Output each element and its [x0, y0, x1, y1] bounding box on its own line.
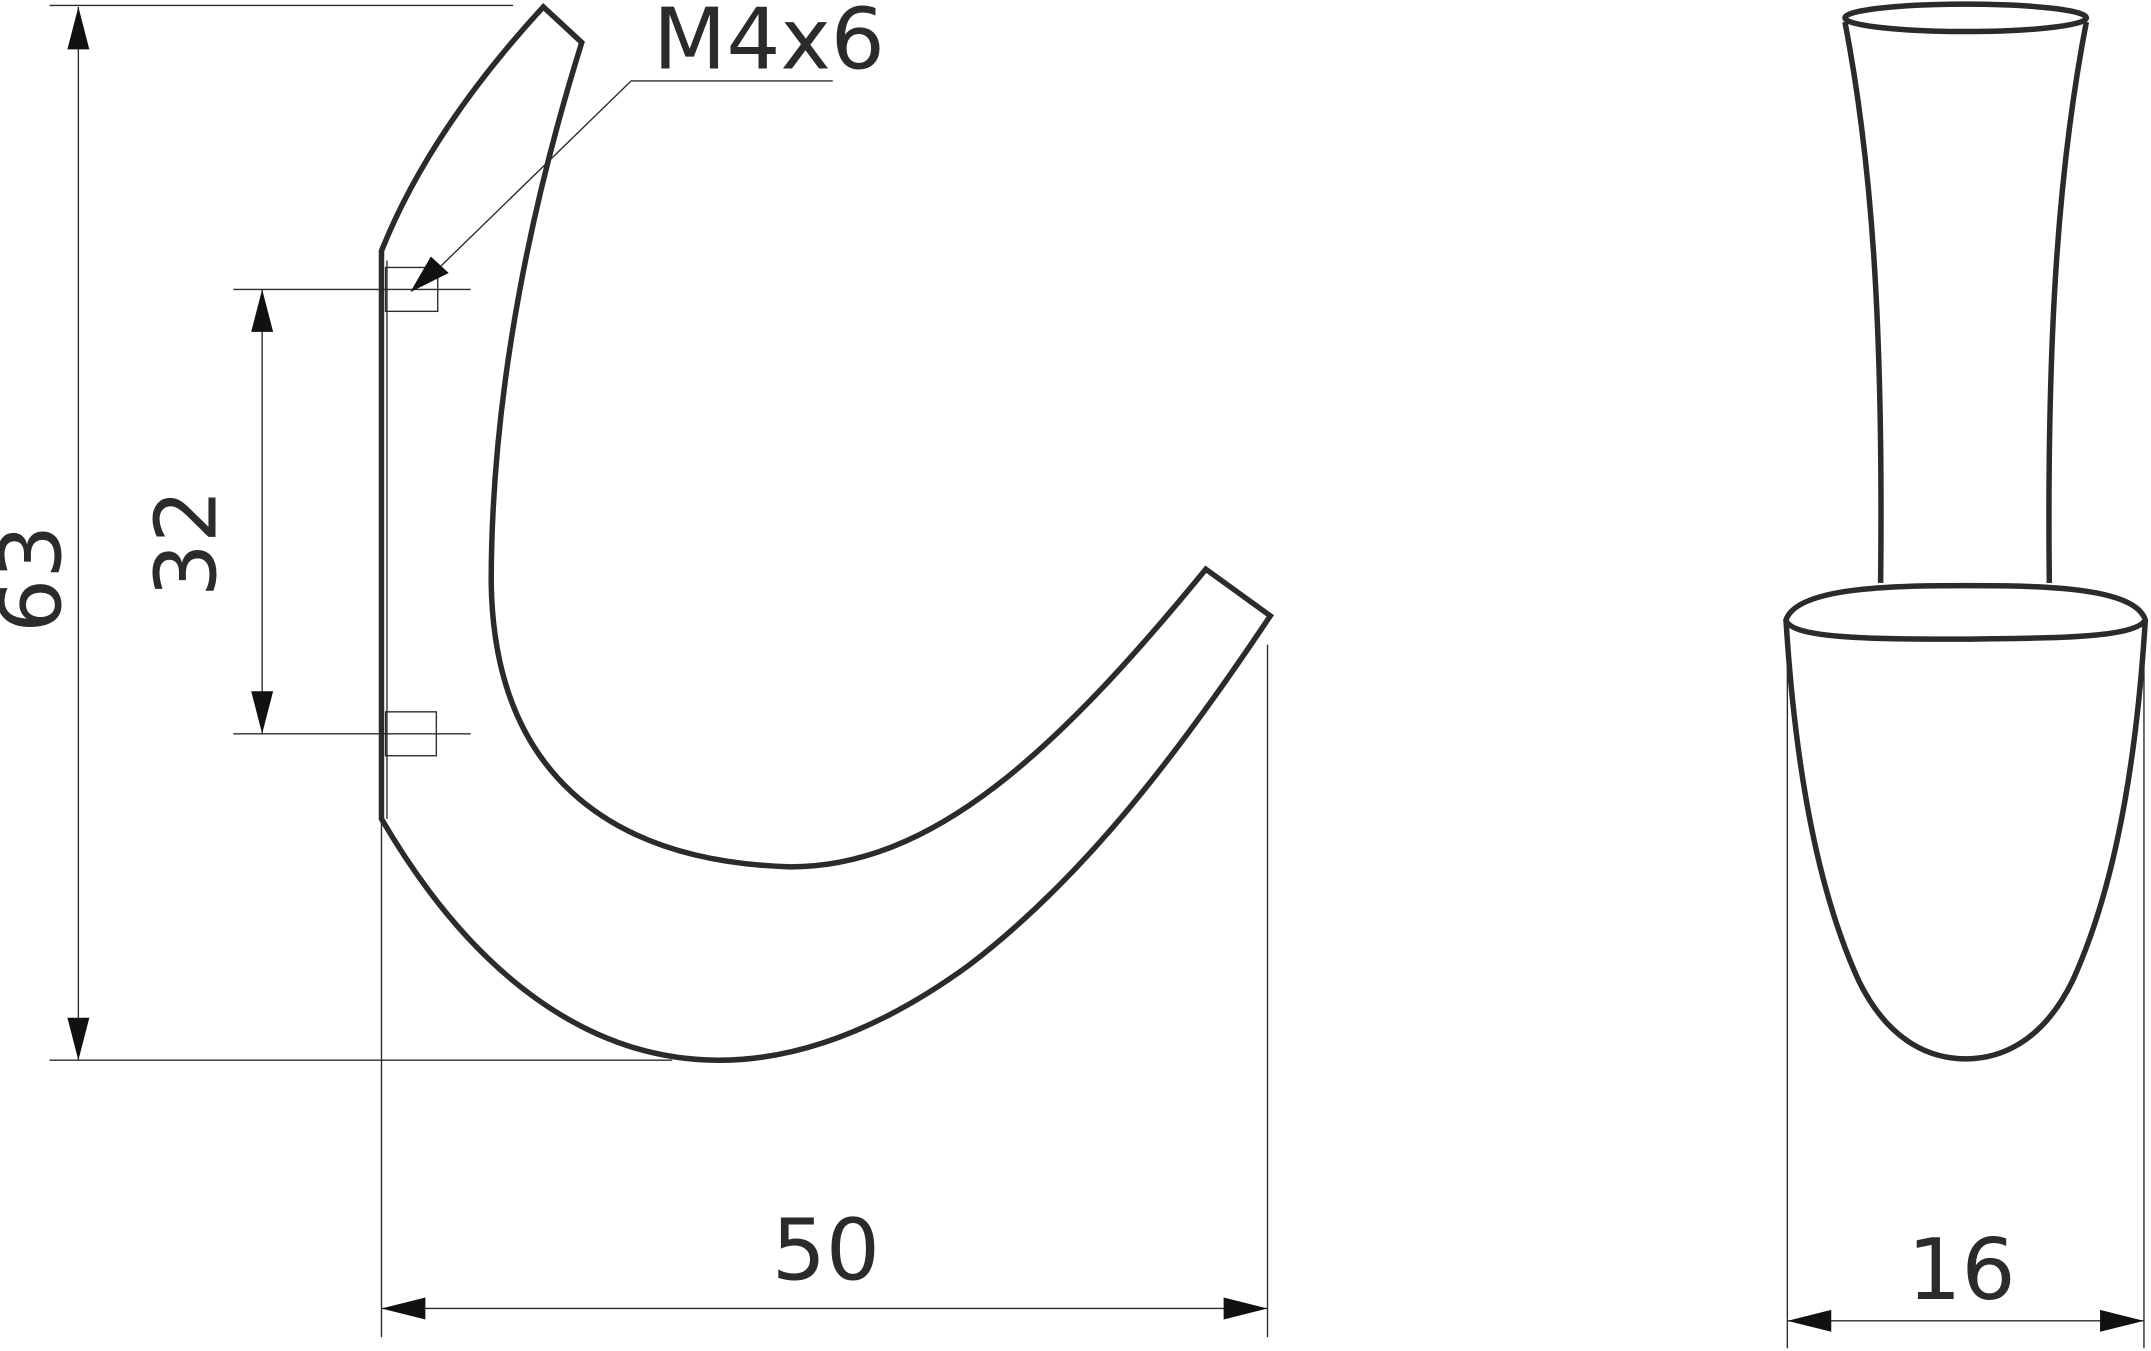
- stem-right-edge: [2046, 21, 2090, 583]
- arrow-right: [1223, 1297, 1268, 1320]
- dim-63-label: 63: [0, 525, 82, 633]
- arrow-left: [1787, 1309, 1832, 1332]
- leader-arrow: [410, 256, 449, 293]
- dimension-32: 32: [138, 288, 471, 735]
- dim-50-label: 50: [772, 1202, 880, 1301]
- dimension-16: 16: [1786, 624, 2145, 1349]
- arrow-up: [251, 289, 274, 332]
- thread-callout: M4x6: [410, 0, 885, 293]
- thread-callout-label: M4x6: [653, 0, 885, 90]
- dimension-50: 50: [380, 644, 1269, 1338]
- hook-tip-ellipse: [1842, 1, 2090, 35]
- arrow-up: [67, 6, 90, 50]
- dim-32-label: 32: [138, 489, 237, 597]
- side-view: [378, 2, 1275, 1063]
- stem-left-edge: [1842, 21, 1884, 583]
- base-cone: [1783, 619, 2149, 1062]
- dimension-63: 63: [0, 4, 673, 1061]
- dim-16-label: 16: [1907, 1221, 2015, 1320]
- arrow-right: [2100, 1309, 2144, 1332]
- hook-outline-side: [378, 2, 1275, 1063]
- front-view: [1783, 1, 2149, 1062]
- arrow-down: [251, 691, 274, 734]
- arrow-left: [381, 1297, 426, 1320]
- base-top-ellipse: [1783, 582, 2149, 642]
- arrow-down: [67, 1017, 90, 1061]
